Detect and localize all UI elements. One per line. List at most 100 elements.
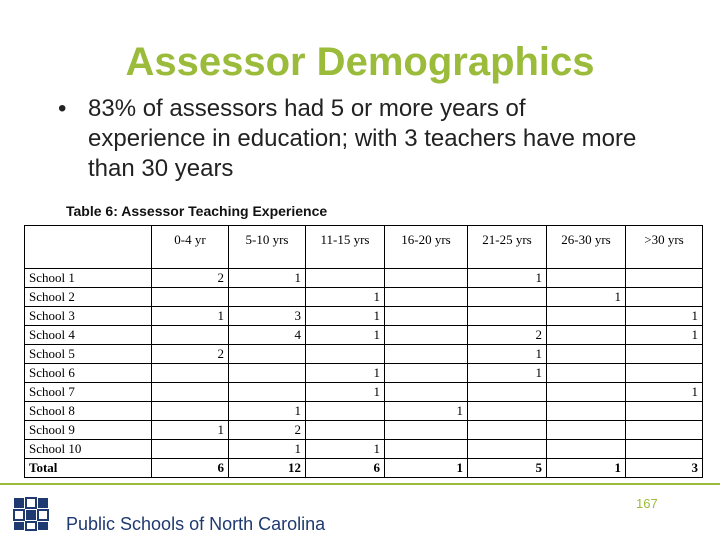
table-cell bbox=[546, 325, 626, 345]
table-cell bbox=[384, 325, 468, 345]
header-blank-cell bbox=[24, 225, 152, 269]
total-cell: 1 bbox=[384, 458, 468, 478]
table-cell bbox=[151, 439, 229, 459]
table-cell bbox=[546, 363, 626, 383]
table-cell: 1 bbox=[546, 287, 626, 307]
table-row: School 2 1 1 bbox=[24, 287, 703, 307]
table-cell bbox=[467, 382, 547, 402]
slide-title: Assessor Demographics bbox=[125, 40, 595, 84]
table-row: School 8 1 1 bbox=[24, 401, 703, 421]
table-cell bbox=[305, 420, 385, 440]
table-cell: 1 bbox=[305, 439, 385, 459]
table-cell bbox=[625, 268, 703, 288]
school-label: School 5 bbox=[24, 344, 152, 364]
table-cell bbox=[228, 382, 306, 402]
table-cell bbox=[384, 268, 468, 288]
table-cell bbox=[384, 306, 468, 326]
bullet-dot: • bbox=[58, 95, 67, 122]
table-cell bbox=[546, 420, 626, 440]
organization-name: Public Schools of North Carolina bbox=[66, 514, 326, 534]
table-row: School 6 1 1 bbox=[24, 363, 703, 383]
experience-table: 0-4 yr 5-10 yrs 11-15 yrs 16-20 yrs 21-2… bbox=[24, 225, 703, 478]
bullet-point: • 83% of assessors had 5 or more years o… bbox=[58, 94, 648, 184]
table-cell bbox=[625, 363, 703, 383]
column-header: 16-20 yrs bbox=[384, 225, 468, 269]
school-label: School 4 bbox=[24, 325, 152, 345]
school-label: School 7 bbox=[24, 382, 152, 402]
table-cell: 1 bbox=[305, 306, 385, 326]
table-cell bbox=[384, 420, 468, 440]
table-cell bbox=[384, 344, 468, 364]
table-cell bbox=[625, 420, 703, 440]
table-cell: 2 bbox=[151, 344, 229, 364]
table-row: School 10 1 1 bbox=[24, 439, 703, 459]
table-cell bbox=[151, 325, 229, 345]
total-cell: 12 bbox=[228, 458, 306, 478]
table-cell: 1 bbox=[305, 287, 385, 307]
table-cell bbox=[151, 287, 229, 307]
total-cell: 3 bbox=[625, 458, 703, 478]
table-cell: 3 bbox=[228, 306, 306, 326]
table-cell: 1 bbox=[305, 382, 385, 402]
table-cell bbox=[625, 344, 703, 364]
table-cell: 1 bbox=[151, 306, 229, 326]
table-cell bbox=[228, 344, 306, 364]
table-cell: 4 bbox=[228, 325, 306, 345]
page-number: 167 bbox=[636, 496, 658, 511]
table-cell: 1 bbox=[625, 325, 703, 345]
bullet-text: 83% of assessors had 5 or more years of … bbox=[88, 95, 637, 182]
total-label: Total bbox=[24, 458, 152, 478]
total-cell: 6 bbox=[151, 458, 229, 478]
table-cell: 2 bbox=[228, 420, 306, 440]
school-label: School 9 bbox=[24, 420, 152, 440]
table-cell bbox=[625, 439, 703, 459]
column-header: 0-4 yr bbox=[151, 225, 229, 269]
school-label: School 10 bbox=[24, 439, 152, 459]
table-cell bbox=[546, 344, 626, 364]
column-header: 5-10 yrs bbox=[228, 225, 306, 269]
table-row: School 7 1 1 bbox=[24, 382, 703, 402]
school-label: School 1 bbox=[24, 268, 152, 288]
footer-divider bbox=[0, 483, 720, 485]
school-label: School 8 bbox=[24, 401, 152, 421]
total-cell: 6 bbox=[305, 458, 385, 478]
table-caption: Table 6: Assessor Teaching Experience bbox=[66, 203, 328, 219]
table-cell: 1 bbox=[305, 325, 385, 345]
table-cell bbox=[384, 382, 468, 402]
table-cell bbox=[151, 382, 229, 402]
table-cell bbox=[228, 287, 306, 307]
table-cell: 1 bbox=[467, 268, 547, 288]
table-cell bbox=[546, 382, 626, 402]
total-cell: 1 bbox=[546, 458, 626, 478]
table-cell bbox=[151, 363, 229, 383]
table-header-row: 0-4 yr 5-10 yrs 11-15 yrs 16-20 yrs 21-2… bbox=[24, 225, 703, 269]
table-cell: 1 bbox=[228, 401, 306, 421]
table-cell bbox=[546, 401, 626, 421]
school-label: School 2 bbox=[24, 287, 152, 307]
column-header: >30 yrs bbox=[625, 225, 703, 269]
table-cell bbox=[151, 401, 229, 421]
table-cell bbox=[467, 420, 547, 440]
table-cell: 1 bbox=[228, 268, 306, 288]
column-header: 11-15 yrs bbox=[305, 225, 385, 269]
table-cell bbox=[305, 344, 385, 364]
table-cell bbox=[625, 401, 703, 421]
table-cell bbox=[467, 306, 547, 326]
school-label: School 6 bbox=[24, 363, 152, 383]
table-cell: 1 bbox=[467, 363, 547, 383]
table-cell: 2 bbox=[467, 325, 547, 345]
table-cell bbox=[546, 306, 626, 326]
table-cell: 2 bbox=[151, 268, 229, 288]
table-cell bbox=[467, 401, 547, 421]
total-row: Total 6 12 6 1 5 1 3 bbox=[24, 458, 703, 478]
table-cell bbox=[384, 363, 468, 383]
table-cell: 1 bbox=[625, 306, 703, 326]
table-cell bbox=[384, 439, 468, 459]
school-label: School 3 bbox=[24, 306, 152, 326]
table-cell bbox=[467, 439, 547, 459]
table-cell bbox=[546, 268, 626, 288]
